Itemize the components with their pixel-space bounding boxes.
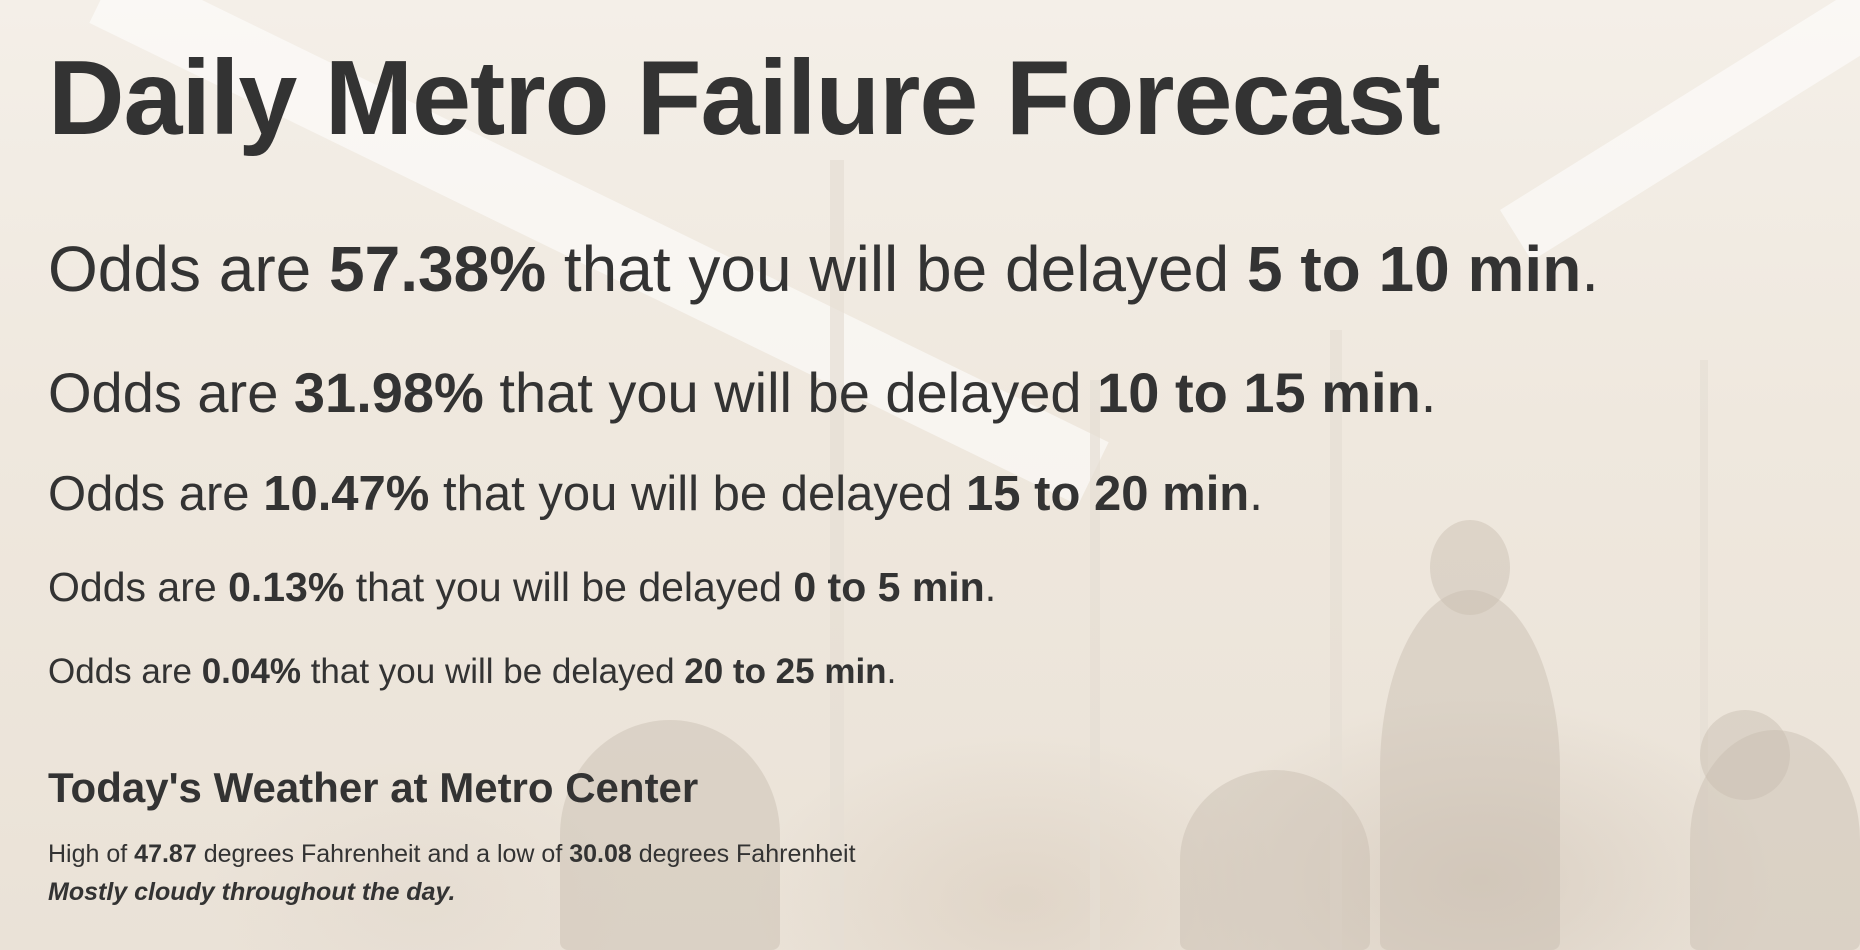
- ceiling-light: [1500, 0, 1860, 261]
- delay-range: 0 to 5 min: [793, 564, 985, 610]
- low-prefix: and a low of: [427, 840, 563, 868]
- odds-prefix: Odds are: [48, 233, 312, 305]
- weather-summary: Mostly cloudy throughout the day.: [48, 878, 456, 906]
- odds-middle: that you will be delayed: [443, 467, 953, 521]
- odds-prefix: Odds are: [48, 467, 250, 521]
- delay-probability: 0.04%: [201, 652, 301, 691]
- handrail-pole: [1090, 380, 1100, 950]
- delay-probability: 31.98%: [293, 361, 484, 424]
- passenger-silhouette: [1380, 590, 1560, 950]
- passenger-silhouette: [1430, 520, 1510, 615]
- weather-temperatures: High of 47.87 degrees Fahrenheit and a l…: [48, 840, 856, 869]
- high-prefix: High of: [48, 840, 128, 868]
- odds-suffix: .: [984, 564, 997, 610]
- passenger-silhouette: [1180, 770, 1370, 950]
- low-temperature: 30.08: [569, 840, 632, 868]
- odds-suffix: .: [1420, 361, 1437, 424]
- delay-range: 10 to 15 min: [1097, 361, 1421, 424]
- passenger-silhouette: [1690, 730, 1860, 950]
- weather-heading-prefix: Today's Weather at: [48, 764, 428, 811]
- delay-range: 5 to 10 min: [1246, 233, 1582, 305]
- odds-middle: that you will be delayed: [563, 233, 1230, 305]
- passenger-silhouette: [1700, 710, 1790, 800]
- forecast-line: Odds are 0.13% that you will be delayed …: [48, 564, 996, 611]
- odds-middle: that you will be delayed: [355, 564, 782, 610]
- handrail-pole: [1330, 330, 1342, 950]
- forecast-line: Odds are 0.04% that you will be delayed …: [48, 652, 896, 692]
- weather-heading: Today's Weather at Metro Center: [48, 764, 698, 812]
- delay-range: 20 to 25 min: [684, 652, 887, 691]
- odds-suffix: .: [1581, 233, 1600, 305]
- odds-middle: that you will be delayed: [310, 652, 675, 691]
- odds-suffix: .: [1249, 467, 1263, 521]
- odds-middle: that you will be delayed: [499, 361, 1082, 424]
- odds-prefix: Odds are: [48, 361, 279, 424]
- forecast-line: Odds are 10.47% that you will be delayed…: [48, 466, 1263, 522]
- delay-probability: 10.47%: [263, 467, 430, 521]
- weather-station: Metro Center: [439, 764, 699, 811]
- passenger-silhouette: [560, 720, 780, 950]
- odds-suffix: .: [886, 652, 897, 691]
- temperature-unit: degrees Fahrenheit: [203, 840, 421, 868]
- odds-prefix: Odds are: [48, 564, 217, 610]
- delay-range: 15 to 20 min: [966, 467, 1250, 521]
- high-temperature: 47.87: [134, 840, 197, 868]
- handrail-pole: [1700, 360, 1708, 950]
- forecast-line: Odds are 31.98% that you will be delayed…: [48, 360, 1436, 425]
- page-title: Daily Metro Failure Forecast: [48, 39, 1441, 157]
- delay-probability: 0.13%: [228, 564, 345, 610]
- delay-probability: 57.38%: [329, 233, 547, 305]
- forecast-line: Odds are 57.38% that you will be delayed…: [48, 232, 1599, 306]
- temperature-unit: degrees Fahrenheit: [638, 840, 856, 868]
- handrail-pole: [830, 160, 844, 950]
- odds-prefix: Odds are: [48, 652, 192, 691]
